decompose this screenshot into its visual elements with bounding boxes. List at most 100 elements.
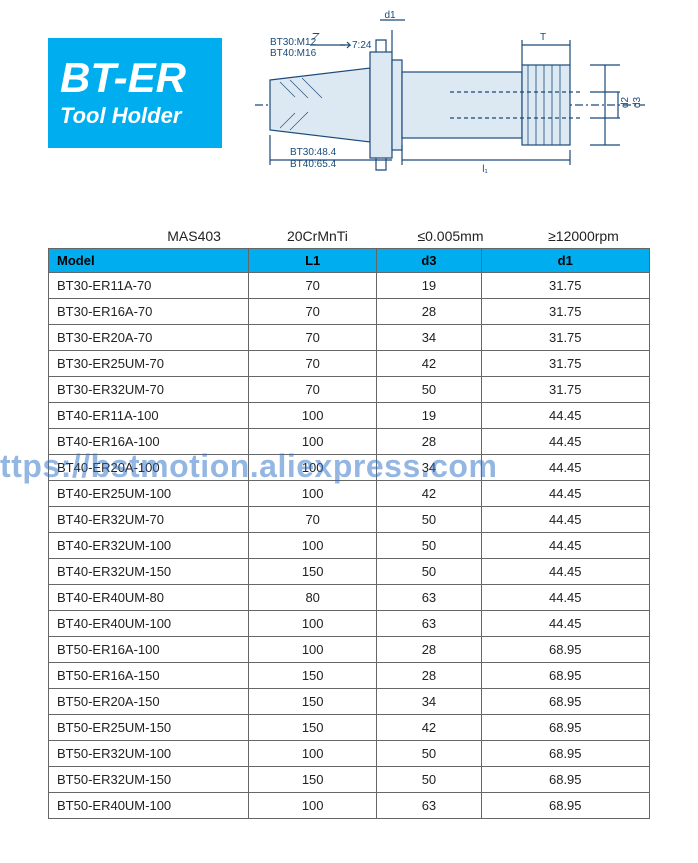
table-cell: 70 bbox=[249, 351, 377, 377]
spec-table: ModelL1d3d1 BT30-ER11A-70701931.75BT30-E… bbox=[48, 248, 650, 819]
table-cell: 50 bbox=[377, 533, 481, 559]
table-cell: 100 bbox=[249, 637, 377, 663]
table-cell: 34 bbox=[377, 455, 481, 481]
table-cell: 100 bbox=[249, 429, 377, 455]
title-main: BT-ER bbox=[60, 57, 222, 99]
diagram-bt40len: BT40:65.4 bbox=[290, 159, 337, 170]
table-cell: 68.95 bbox=[481, 741, 649, 767]
table-cell: BT40-ER40UM-100 bbox=[49, 611, 249, 637]
table-cell: BT50-ER32UM-150 bbox=[49, 767, 249, 793]
table-cell: BT50-ER32UM-100 bbox=[49, 741, 249, 767]
spec-material: 20CrMnTi bbox=[251, 228, 384, 244]
title-badge: BT-ER Tool Holder bbox=[48, 38, 222, 148]
table-cell: BT40-ER32UM-100 bbox=[49, 533, 249, 559]
tool-diagram: ⦢ 7:24 BT30:M12 BT40:M16 d1 T d2 d3 l₁ B… bbox=[250, 10, 650, 190]
spec-standard: MAS403 bbox=[48, 228, 251, 244]
table-row: BT40-ER32UM-1501505044.45 bbox=[49, 559, 650, 585]
table-cell: BT40-ER16A-100 bbox=[49, 429, 249, 455]
table-body: BT30-ER11A-70701931.75BT30-ER16A-7070283… bbox=[49, 273, 650, 819]
table-row: BT40-ER20A-1001003444.45 bbox=[49, 455, 650, 481]
table-cell: 31.75 bbox=[481, 299, 649, 325]
table-row: BT30-ER11A-70701931.75 bbox=[49, 273, 650, 299]
table-cell: 100 bbox=[249, 741, 377, 767]
table-cell: 150 bbox=[249, 689, 377, 715]
diagram-d1: d1 bbox=[384, 10, 396, 21]
table-cell: 150 bbox=[249, 663, 377, 689]
table-cell: BT40-ER32UM-150 bbox=[49, 559, 249, 585]
table-row: BT50-ER16A-1501502868.95 bbox=[49, 663, 650, 689]
table-cell: 44.45 bbox=[481, 455, 649, 481]
table-cell: 44.45 bbox=[481, 559, 649, 585]
table-cell: 31.75 bbox=[481, 273, 649, 299]
table-cell: 42 bbox=[377, 351, 481, 377]
table-cell: 42 bbox=[377, 715, 481, 741]
table-row: BT40-ER16A-1001002844.45 bbox=[49, 429, 650, 455]
table-cell: 44.45 bbox=[481, 429, 649, 455]
spec-table-wrap: ModelL1d3d1 BT30-ER11A-70701931.75BT30-E… bbox=[48, 248, 650, 819]
table-cell: 50 bbox=[377, 767, 481, 793]
table-row: BT40-ER32UM-1001005044.45 bbox=[49, 533, 650, 559]
table-row: BT30-ER25UM-70704231.75 bbox=[49, 351, 650, 377]
table-cell: 63 bbox=[377, 793, 481, 819]
table-row: BT50-ER25UM-1501504268.95 bbox=[49, 715, 650, 741]
table-cell: 68.95 bbox=[481, 663, 649, 689]
table-cell: 68.95 bbox=[481, 715, 649, 741]
table-cell: BT40-ER32UM-70 bbox=[49, 507, 249, 533]
table-cell: 70 bbox=[249, 507, 377, 533]
table-cell: 68.95 bbox=[481, 689, 649, 715]
table-cell: 50 bbox=[377, 741, 481, 767]
table-header-row: ModelL1d3d1 bbox=[49, 249, 650, 273]
table-cell: 63 bbox=[377, 585, 481, 611]
table-cell: 100 bbox=[249, 455, 377, 481]
header-area: BT-ER Tool Holder bbox=[0, 0, 698, 195]
table-row: BT30-ER16A-70702831.75 bbox=[49, 299, 650, 325]
table-cell: 19 bbox=[377, 273, 481, 299]
table-cell: BT50-ER20A-150 bbox=[49, 689, 249, 715]
table-cell: 100 bbox=[249, 481, 377, 507]
table-cell: 68.95 bbox=[481, 793, 649, 819]
table-cell: BT30-ER25UM-70 bbox=[49, 351, 249, 377]
diagram-l1: l₁ bbox=[482, 164, 488, 175]
table-cell: 70 bbox=[249, 273, 377, 299]
table-cell: BT40-ER25UM-100 bbox=[49, 481, 249, 507]
table-row: BT30-ER32UM-70705031.75 bbox=[49, 377, 650, 403]
table-cell: 63 bbox=[377, 611, 481, 637]
table-cell: 100 bbox=[249, 611, 377, 637]
table-row: BT40-ER40UM-1001006344.45 bbox=[49, 611, 650, 637]
table-cell: 100 bbox=[249, 403, 377, 429]
table-row: BT30-ER20A-70703431.75 bbox=[49, 325, 650, 351]
table-cell: 50 bbox=[377, 377, 481, 403]
table-cell: 28 bbox=[377, 429, 481, 455]
table-row: BT40-ER32UM-70705044.45 bbox=[49, 507, 650, 533]
table-cell: 44.45 bbox=[481, 533, 649, 559]
table-cell: 50 bbox=[377, 507, 481, 533]
col-1: L1 bbox=[249, 249, 377, 273]
table-cell: 31.75 bbox=[481, 325, 649, 351]
table-cell: BT40-ER40UM-80 bbox=[49, 585, 249, 611]
table-cell: 150 bbox=[249, 715, 377, 741]
table-cell: BT50-ER16A-100 bbox=[49, 637, 249, 663]
table-row: BT50-ER20A-1501503468.95 bbox=[49, 689, 650, 715]
table-row: BT40-ER40UM-80806344.45 bbox=[49, 585, 650, 611]
table-cell: 31.75 bbox=[481, 351, 649, 377]
diagram-d3: d3 bbox=[632, 96, 643, 108]
table-cell: BT50-ER16A-150 bbox=[49, 663, 249, 689]
table-cell: 100 bbox=[249, 533, 377, 559]
table-cell: BT50-ER40UM-100 bbox=[49, 793, 249, 819]
table-row: BT50-ER40UM-1001006368.95 bbox=[49, 793, 650, 819]
table-cell: 34 bbox=[377, 689, 481, 715]
spec-runout: ≤0.005mm bbox=[384, 228, 517, 244]
table-cell: BT30-ER16A-70 bbox=[49, 299, 249, 325]
diagram-d2: d2 bbox=[620, 96, 631, 108]
table-cell: 70 bbox=[249, 299, 377, 325]
table-cell: BT30-ER32UM-70 bbox=[49, 377, 249, 403]
col-0: Model bbox=[49, 249, 249, 273]
table-cell: BT30-ER20A-70 bbox=[49, 325, 249, 351]
col-3: d1 bbox=[481, 249, 649, 273]
table-cell: 34 bbox=[377, 325, 481, 351]
table-cell: 50 bbox=[377, 559, 481, 585]
diagram-bt30len: BT30:48.4 bbox=[290, 147, 337, 158]
diagram-bt40m: BT40:M16 bbox=[270, 48, 317, 59]
table-cell: 42 bbox=[377, 481, 481, 507]
table-cell: 44.45 bbox=[481, 403, 649, 429]
